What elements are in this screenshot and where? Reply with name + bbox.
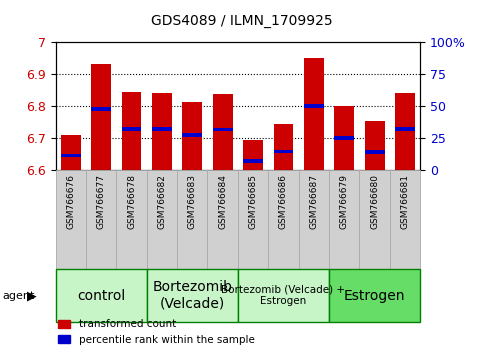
Bar	[91, 107, 111, 110]
Bar	[238, 170, 268, 269]
Bar	[334, 106, 354, 170]
Bar	[213, 128, 232, 131]
Bar	[298, 170, 329, 269]
Text: GSM766679: GSM766679	[340, 174, 349, 229]
Text: GSM766686: GSM766686	[279, 174, 288, 229]
Text: agent: agent	[2, 291, 35, 301]
Text: control: control	[77, 289, 125, 303]
Bar	[122, 127, 142, 131]
Bar	[177, 170, 208, 269]
Text: GSM766684: GSM766684	[218, 174, 227, 229]
Text: GSM766676: GSM766676	[66, 174, 75, 229]
Text: GDS4089 / ILMN_1709925: GDS4089 / ILMN_1709925	[151, 14, 332, 28]
Bar	[365, 121, 384, 170]
Bar	[116, 170, 147, 269]
Bar	[273, 150, 293, 153]
Bar	[213, 94, 232, 170]
Text: Bortezomib (Velcade) +
Estrogen: Bortezomib (Velcade) + Estrogen	[222, 285, 345, 307]
Text: ▶: ▶	[27, 289, 36, 302]
Bar	[243, 159, 263, 163]
Bar	[238, 269, 329, 322]
Text: Bortezomib
(Velcade): Bortezomib (Velcade)	[152, 280, 232, 311]
Bar	[152, 127, 172, 131]
Bar	[122, 92, 142, 170]
Bar	[91, 64, 111, 170]
Legend: transformed count, percentile rank within the sample: transformed count, percentile rank withi…	[54, 315, 258, 349]
Text: GSM766683: GSM766683	[188, 174, 197, 229]
Text: GSM766678: GSM766678	[127, 174, 136, 229]
Bar	[395, 127, 415, 131]
Bar	[304, 58, 324, 170]
Bar	[86, 170, 116, 269]
Bar	[365, 150, 384, 154]
Text: GSM766681: GSM766681	[400, 174, 410, 229]
Bar	[147, 170, 177, 269]
Bar	[329, 269, 420, 322]
Bar	[147, 269, 238, 322]
Bar	[304, 104, 324, 108]
Bar	[56, 269, 147, 322]
Bar	[183, 133, 202, 137]
Bar	[183, 102, 202, 170]
Bar	[390, 170, 420, 269]
Bar	[61, 135, 81, 170]
Text: Estrogen: Estrogen	[344, 289, 405, 303]
Bar	[243, 139, 263, 170]
Bar	[268, 170, 298, 269]
Bar	[359, 170, 390, 269]
Text: GSM766687: GSM766687	[309, 174, 318, 229]
Bar	[56, 170, 86, 269]
Bar	[208, 170, 238, 269]
Text: GSM766685: GSM766685	[249, 174, 257, 229]
Text: GSM766682: GSM766682	[157, 174, 167, 229]
Bar	[152, 92, 172, 170]
Bar	[273, 124, 293, 170]
Text: GSM766677: GSM766677	[97, 174, 106, 229]
Bar	[395, 92, 415, 170]
Text: GSM766680: GSM766680	[370, 174, 379, 229]
Bar	[334, 136, 354, 140]
Bar	[329, 170, 359, 269]
Bar	[61, 154, 81, 157]
